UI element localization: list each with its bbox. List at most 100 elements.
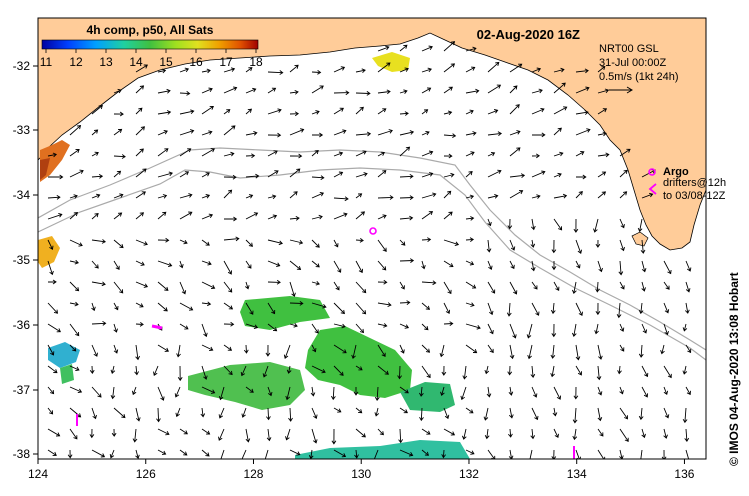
current-arrow xyxy=(596,365,602,381)
current-arrow xyxy=(593,218,599,233)
current-arrow xyxy=(113,88,122,94)
current-arrow xyxy=(443,153,453,159)
current-arrow xyxy=(487,260,493,271)
current-arrow xyxy=(131,386,137,396)
current-arrow xyxy=(201,130,213,136)
argo-float xyxy=(369,227,377,235)
current-arrow xyxy=(465,194,475,200)
current-arrow xyxy=(374,386,380,402)
colorbar-title: 4h comp, p50, All Sats xyxy=(87,23,214,37)
current-arrow xyxy=(311,302,327,309)
current-arrow xyxy=(682,323,688,332)
current-arrow xyxy=(552,407,558,417)
current-arrow xyxy=(575,302,583,317)
current-arrow xyxy=(619,323,625,332)
current-arrow xyxy=(135,85,145,94)
current-arrow xyxy=(663,281,670,290)
current-arrow xyxy=(572,428,578,441)
current-arrow xyxy=(553,151,564,157)
sst-patch-south-2 xyxy=(400,382,455,412)
current-arrow xyxy=(179,171,190,178)
current-arrow xyxy=(333,449,347,458)
current-arrow xyxy=(553,386,562,400)
current-arrow xyxy=(597,428,604,437)
current-arrow xyxy=(508,386,514,396)
current-arrow xyxy=(135,64,148,73)
current-arrow xyxy=(465,151,475,157)
current-arrow xyxy=(597,88,610,94)
current-arrow xyxy=(333,171,344,178)
colorbar xyxy=(41,39,259,50)
current-arrow xyxy=(179,67,190,73)
current-arrow xyxy=(443,133,457,138)
current-arrow xyxy=(157,344,169,352)
current-arrow xyxy=(201,344,214,352)
current-arrow xyxy=(218,407,225,419)
current-arrow xyxy=(441,365,447,376)
current-arrow xyxy=(267,386,273,397)
current-arrow xyxy=(465,109,474,115)
sst-patch-west-2 xyxy=(38,236,60,268)
current-arrow xyxy=(311,260,320,268)
x-axis: 124 126 128 130 132 134 136 xyxy=(28,459,695,481)
reference-arrow-icon xyxy=(609,86,633,94)
current-arrow xyxy=(443,428,456,436)
current-arrow xyxy=(377,195,394,200)
current-arrow xyxy=(421,260,426,270)
current-arrow xyxy=(47,407,54,415)
current-arrow xyxy=(267,260,281,267)
current-arrow xyxy=(377,344,386,357)
current-arrow xyxy=(69,365,80,372)
current-arrow xyxy=(179,260,184,269)
sst-patch-south-1 xyxy=(188,362,305,410)
current-arrow xyxy=(663,365,672,379)
current-arrow xyxy=(572,407,578,424)
current-arrow xyxy=(530,428,536,440)
current-arrow xyxy=(135,260,145,266)
current-arrow xyxy=(465,131,477,136)
credit-text: © IMOS 04-Aug-2020 13:08 Hobart xyxy=(727,272,741,466)
sst-patch-west-coast xyxy=(40,140,70,182)
current-arrow xyxy=(487,344,494,354)
current-arrow xyxy=(157,68,167,74)
current-arrow xyxy=(443,41,456,52)
current-arrow xyxy=(507,218,513,230)
current-arrow xyxy=(641,428,646,439)
current-arrow xyxy=(531,67,542,73)
current-arrow xyxy=(421,45,433,52)
current-arrow xyxy=(289,281,296,297)
current-arrow xyxy=(265,344,271,357)
drifters-line-1: drifters@12h xyxy=(663,177,726,189)
current-arrow xyxy=(201,172,210,178)
current-arrow xyxy=(355,365,363,371)
current-arrow xyxy=(224,216,238,222)
island xyxy=(631,231,649,247)
current-arrow xyxy=(443,172,455,178)
current-arrow xyxy=(462,365,468,380)
current-arrow xyxy=(531,386,538,398)
current-arrow xyxy=(91,281,106,287)
current-arrow xyxy=(288,407,293,422)
current-arrow xyxy=(223,109,231,115)
current-arrow xyxy=(663,260,672,275)
current-arrow xyxy=(483,407,489,421)
current-arrow xyxy=(333,107,344,115)
current-arrow xyxy=(487,323,494,335)
current-arrow xyxy=(262,365,269,378)
colorbar-tick-label: 15 xyxy=(159,55,173,69)
current-arrow xyxy=(685,449,692,459)
current-arrow xyxy=(135,407,141,422)
current-arrow xyxy=(47,323,61,333)
current-arrow xyxy=(682,407,688,424)
current-arrow xyxy=(530,365,536,378)
current-arrow xyxy=(134,365,139,376)
current-arrow xyxy=(179,91,191,96)
current-arrow xyxy=(201,148,215,157)
current-arrow xyxy=(641,365,649,378)
current-arrow xyxy=(47,212,63,220)
current-arrow xyxy=(266,407,271,421)
current-arrow xyxy=(201,260,212,266)
current-arrow xyxy=(223,189,233,199)
current-arrow xyxy=(135,168,147,178)
current-arrow xyxy=(421,192,437,199)
